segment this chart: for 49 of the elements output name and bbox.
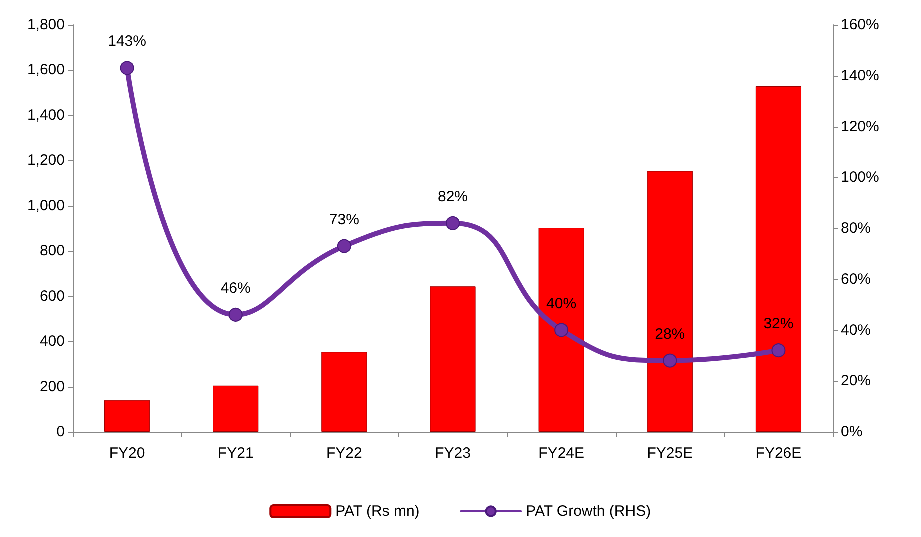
point bbox=[554, 323, 569, 338]
y2-tick-label: 120% bbox=[841, 118, 880, 136]
x-tick-label: FY26E bbox=[756, 445, 802, 462]
point bbox=[663, 354, 678, 368]
x-tick-label: FY22 bbox=[326, 445, 362, 462]
y2-tick-label: 20% bbox=[841, 372, 872, 390]
data-label: 46% bbox=[220, 280, 251, 297]
data-label: 40% bbox=[546, 295, 577, 312]
bar bbox=[104, 400, 150, 432]
bar bbox=[647, 171, 693, 432]
point bbox=[337, 239, 352, 254]
point bbox=[446, 216, 460, 230]
point bbox=[228, 308, 243, 322]
legend-label: PAT Growth (RHS) bbox=[526, 503, 652, 520]
bar bbox=[322, 352, 368, 432]
y-tick-label: 600 bbox=[40, 288, 65, 305]
y2-tick-label: 60% bbox=[841, 270, 872, 288]
data-label: 143% bbox=[108, 33, 146, 50]
y2-tick-label: 40% bbox=[841, 322, 872, 339]
legend-label: PAT (Rs mn) bbox=[336, 503, 420, 520]
data-label: 82% bbox=[438, 188, 468, 206]
point bbox=[120, 61, 134, 76]
y-tick-label: 800 bbox=[40, 242, 65, 260]
x-tick-label: FY25E bbox=[647, 445, 694, 462]
y-tick-label: 0 bbox=[56, 424, 65, 440]
y2-tick-label: 140% bbox=[841, 67, 880, 84]
x-tick-label: FY21 bbox=[218, 445, 254, 462]
bar bbox=[538, 228, 584, 432]
y-tick-label: 1,000 bbox=[27, 197, 65, 214]
y-tick-label: 1,400 bbox=[27, 106, 65, 124]
x-tick-label: FY23 bbox=[435, 445, 471, 462]
bar bbox=[430, 286, 476, 432]
x-tick-label: FY20 bbox=[109, 445, 146, 462]
x-tick-label: FY24E bbox=[538, 445, 584, 462]
y-tick-label: 1,200 bbox=[27, 152, 65, 170]
y-tick-label: 1,800 bbox=[27, 16, 65, 34]
data-label: 32% bbox=[764, 316, 794, 333]
y2-tick-label: 160% bbox=[841, 16, 880, 34]
y-tick-label: 200 bbox=[40, 378, 65, 396]
y2-tick-label: 100% bbox=[841, 169, 880, 186]
point bbox=[772, 344, 786, 358]
y-tick-label: 400 bbox=[40, 333, 65, 350]
bar bbox=[756, 86, 802, 432]
data-label: 28% bbox=[655, 326, 686, 343]
y2-tick-label: 80% bbox=[841, 220, 872, 237]
y2-tick-label: 0% bbox=[841, 424, 863, 440]
data-label: 73% bbox=[329, 211, 360, 228]
bar bbox=[213, 386, 259, 432]
y-tick-label: 1,600 bbox=[27, 62, 65, 79]
